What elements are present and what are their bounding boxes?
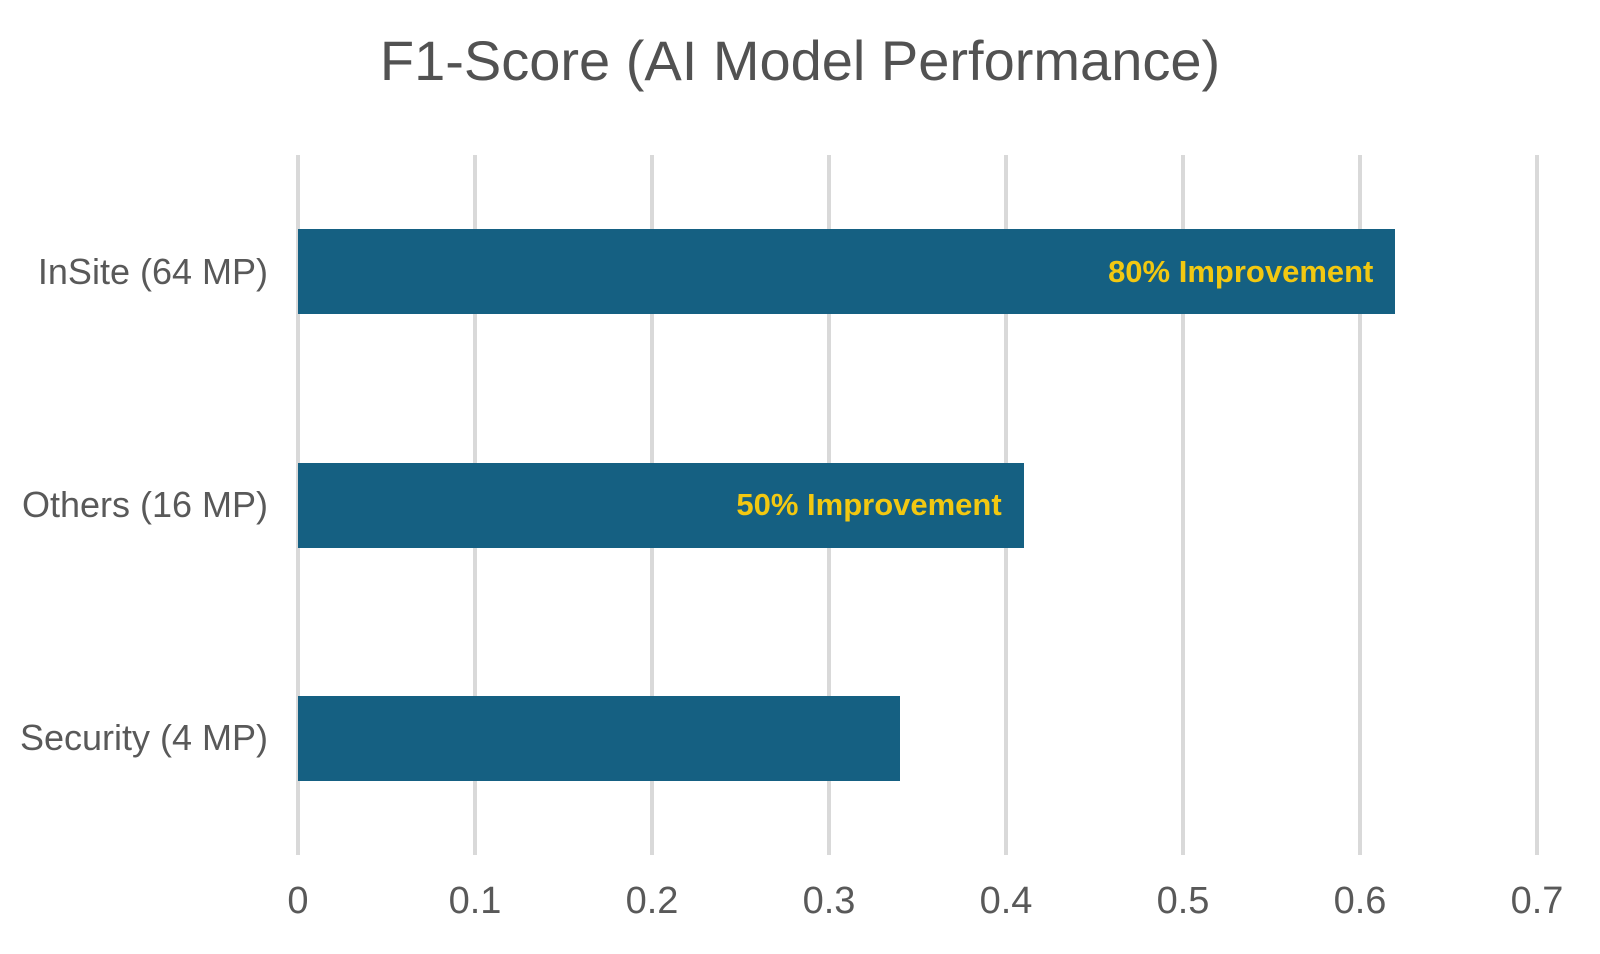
chart-title: F1-Score (AI Model Performance) — [379, 29, 1221, 92]
bar: 80% Improvement — [298, 229, 1396, 315]
x-tick-label: 0.2 — [625, 880, 679, 922]
gridline — [1535, 155, 1539, 855]
x-tick-label: 0.4 — [979, 880, 1033, 922]
x-tick-label: 0 — [287, 880, 309, 922]
bar: 50% Improvement — [298, 462, 1024, 548]
x-tick-label: 0.6 — [1333, 880, 1387, 922]
gridline — [1181, 155, 1185, 855]
plot-area: 80% Improvement 50% Improvement — [296, 155, 1539, 855]
x-tick-label: 0.7 — [1510, 880, 1564, 922]
x-tick-label: 0.3 — [802, 880, 856, 922]
gridline — [1358, 155, 1362, 855]
x-tick-label: 0.5 — [1156, 880, 1210, 922]
category-label: InSite (64 MP) — [37, 250, 268, 292]
category-label: Security (4 MP) — [19, 717, 268, 759]
bar-data-label: 50% Improvement — [736, 487, 1002, 522]
category-label: Others (16 MP) — [21, 483, 268, 525]
bar — [298, 695, 900, 781]
x-tick-label: 0.1 — [448, 880, 502, 922]
bar-data-label: 80% Improvement — [1108, 253, 1374, 289]
